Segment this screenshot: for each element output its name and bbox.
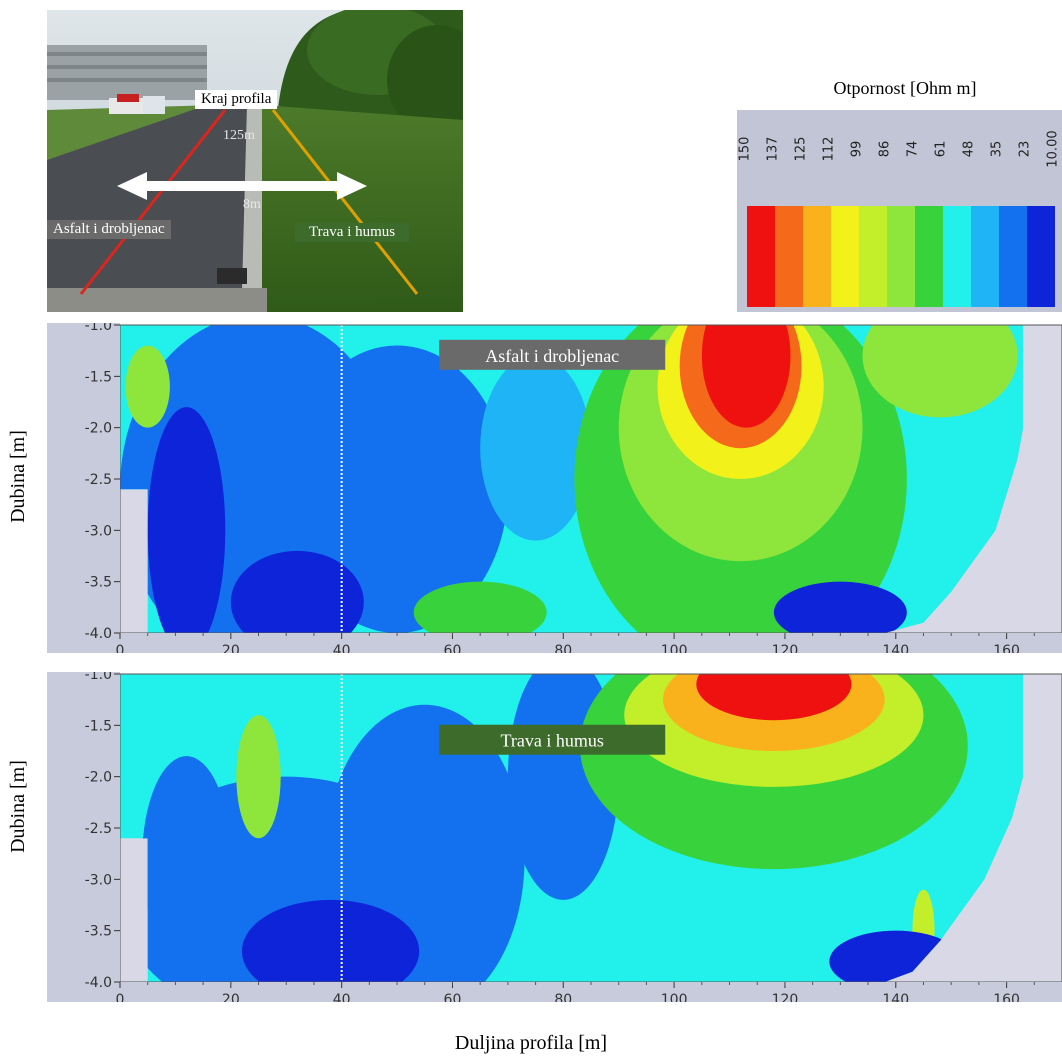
y-tick-label: -2.0 <box>85 421 112 437</box>
legend-tick-label: 112 <box>821 136 837 162</box>
legend-tick-label: 35 <box>989 140 1005 158</box>
x-tick-label: 140 <box>882 992 909 1002</box>
resistivity-zone <box>701 325 791 428</box>
legend-tick-label: 61 <box>933 140 949 158</box>
panel-title-box <box>439 724 666 755</box>
heatmap-grass-svg: -1.0 -1.5 -2.0 -2.5 -3.0 -3.5 -4.0 0 20 40 60 80 100… <box>47 667 1062 1008</box>
legend-swatch <box>971 206 999 307</box>
y-axis-title-top: Dubina [m] <box>6 430 29 523</box>
x-tick-label: 120 <box>772 643 799 653</box>
end-of-profile-label: Kraj profila <box>195 90 278 109</box>
width-label: 8m <box>243 197 261 212</box>
legend-tick-label: 10.00 <box>1045 130 1061 168</box>
y-tick-label: -1.5 <box>85 718 112 734</box>
resistivity-zone <box>773 581 907 633</box>
x-axis-title: Duljina profila [m] <box>454 1032 608 1054</box>
x-tick-label: 20 <box>222 992 240 1002</box>
legend-tick-label: 150 <box>737 136 753 162</box>
legend-tick-label: 48 <box>961 140 977 158</box>
x-tick-label: 140 <box>882 643 909 653</box>
y-tick-label: -3.5 <box>85 924 112 940</box>
legend-tick-label: 74 <box>905 140 921 158</box>
resistivity-zone <box>413 581 547 633</box>
y-axis-strip <box>47 323 120 653</box>
legend-tick-label: 137 <box>765 136 781 162</box>
x-tick-label: 0 <box>116 992 125 1002</box>
x-tick-label: 160 <box>993 643 1020 653</box>
y-tick-label: -2.0 <box>85 770 112 786</box>
x-axis-strip <box>47 633 1062 653</box>
x-tick-label: 160 <box>993 992 1020 1002</box>
legend-tick-label: 86 <box>877 140 893 158</box>
legend-swatch <box>1027 206 1055 307</box>
x-tick-label: 100 <box>661 643 688 653</box>
left-surface-label: Asfalt i drobljenac <box>47 220 171 239</box>
y-tick-label: -3.0 <box>85 523 112 539</box>
panel-title: Asfalt i drobljenac <box>485 346 619 366</box>
x-tick-label: 80 <box>554 992 572 1002</box>
resistivity-field <box>120 674 1024 982</box>
x-tick-label: 100 <box>661 992 688 1002</box>
x-tick-label: 40 <box>333 643 351 653</box>
legend-swatch <box>887 206 915 307</box>
heatmap-panel-asphalt: -1.0 -1.5 -2.0 -2.5 -3.0 -3.5 -4.0 0 20 40 60 80 100… <box>47 318 1062 659</box>
legend-swatch <box>775 206 803 307</box>
legend-swatch <box>803 206 831 307</box>
panel-title: Trava i humus <box>501 731 604 751</box>
resistivity-zone <box>862 325 1018 418</box>
x-tick-label: 0 <box>116 643 125 653</box>
legend-swatches <box>747 206 1055 307</box>
x-axis-strip <box>47 982 1062 1002</box>
legend-tick-label: 99 <box>849 140 865 158</box>
legend-tick-label: 23 <box>1017 140 1033 158</box>
site-photo: Kraj profila 125m 8m Asfalt i drobljenac… <box>47 10 463 312</box>
resistivity-zone <box>696 674 852 721</box>
x-tick-label: 80 <box>554 643 572 653</box>
y-tick-label: -2.5 <box>85 821 112 837</box>
panel-title-box <box>439 339 666 370</box>
legend-swatch <box>943 206 971 307</box>
color-legend: 150 137 125 112 99 86 74 61 48 35 23 10.00 <box>737 110 1062 312</box>
heatmap-asphalt-svg: -1.0 -1.5 -2.0 -2.5 -3.0 -3.5 -4.0 0 20 40 60 80 100… <box>47 318 1062 659</box>
resistivity-zone <box>241 899 420 982</box>
heatmap-panel-grass: -1.0 -1.5 -2.0 -2.5 -3.0 -3.5 -4.0 0 20 40 60 80 100… <box>47 667 1062 1008</box>
legend-title: Otpornost [Ohm m] <box>833 78 977 98</box>
legend-swatch <box>915 206 943 307</box>
y-tick-label: -1.0 <box>85 323 112 334</box>
y-tick-label: -4.0 <box>85 975 112 991</box>
legend-tick-label: 125 <box>793 136 809 162</box>
resistivity-field <box>120 325 1024 633</box>
legend-swatch <box>859 206 887 307</box>
y-tick-label: -3.5 <box>85 575 112 591</box>
legend-swatch <box>999 206 1027 307</box>
y-tick-label: -4.0 <box>85 626 112 642</box>
x-tick-label: 60 <box>444 992 462 1002</box>
legend-swatch <box>747 206 775 307</box>
distance-label: 125m <box>223 128 255 143</box>
x-tick-label: 20 <box>222 643 240 653</box>
resistivity-zone <box>147 407 226 633</box>
resistivity-zone <box>142 756 231 962</box>
site-photo-illustration <box>47 10 463 312</box>
y-tick-label: -2.5 <box>85 472 112 488</box>
x-tick-label: 60 <box>444 643 462 653</box>
x-tick-label: 120 <box>772 992 799 1002</box>
y-tick-label: -1.5 <box>85 369 112 385</box>
resistivity-zone <box>230 550 364 633</box>
legend-swatch <box>831 206 859 307</box>
right-surface-label: Trava i humus <box>295 223 410 242</box>
x-tick-label: 40 <box>333 992 351 1002</box>
resistivity-zone <box>125 345 170 428</box>
resistivity-zone <box>480 355 591 541</box>
y-tick-label: -1.0 <box>85 672 112 683</box>
y-axis-title-bottom: Dubina [m] <box>6 760 29 853</box>
y-tick-label: -3.0 <box>85 872 112 888</box>
y-axis-strip <box>47 672 120 1002</box>
resistivity-zone <box>236 715 281 839</box>
